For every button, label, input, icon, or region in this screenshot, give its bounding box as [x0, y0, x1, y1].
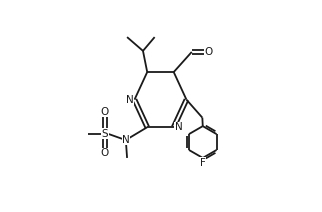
Text: F: F: [200, 158, 206, 168]
Text: N: N: [175, 122, 182, 132]
Text: O: O: [101, 148, 109, 158]
Text: S: S: [101, 128, 108, 139]
Text: O: O: [101, 107, 109, 117]
Text: N: N: [122, 135, 130, 145]
Text: N: N: [126, 95, 134, 105]
Text: O: O: [205, 47, 213, 57]
